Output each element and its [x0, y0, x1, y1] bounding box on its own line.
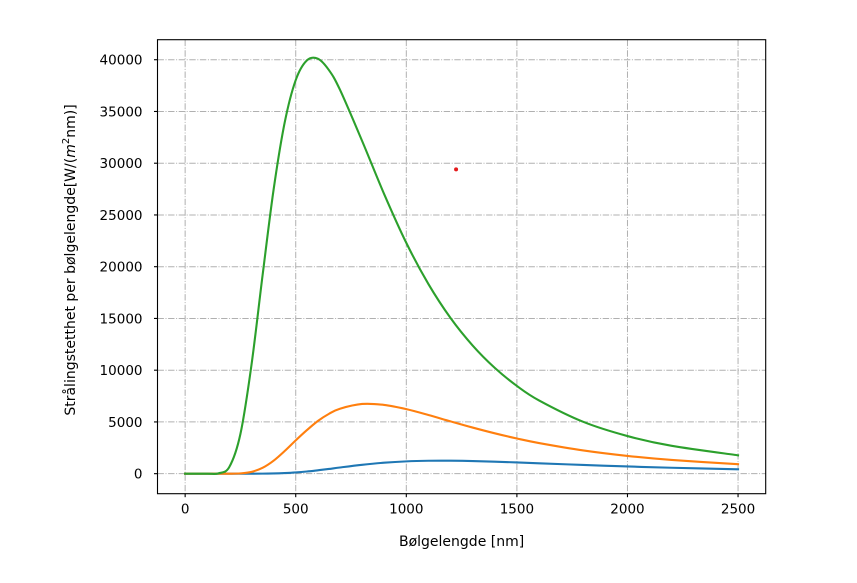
- x-tick-label: 1500: [500, 502, 534, 518]
- y-tick-label: 0: [134, 467, 143, 483]
- y-tick-label: 35000: [100, 104, 143, 120]
- y-axis-label-superscript: 2: [61, 138, 72, 144]
- series-layer: [184, 56, 740, 475]
- plot-area: 0 500 1000 1500 2000 2500 0 5000 10000 15000 2000…: [100, 39, 767, 518]
- x-tick-label: 0: [181, 502, 190, 518]
- x-tick-label: 2000: [610, 502, 644, 518]
- y-tick-label: 30000: [100, 156, 143, 172]
- y-axis-label-m: m: [63, 144, 79, 158]
- y-tick-label: 25000: [100, 208, 143, 224]
- y-axis-label-suffix: nm)]: [63, 104, 79, 137]
- y-tick-label: 40000: [100, 53, 143, 69]
- x-tick-label: 500: [283, 502, 309, 518]
- series-line-t-3500-k: [184, 402, 740, 475]
- y-tick-label: 15000: [100, 311, 143, 327]
- x-tick-label: 1000: [389, 502, 423, 518]
- y-axis-label: Strålingstetthet per bølgelengde[W/(m2nm…: [61, 104, 79, 415]
- y-axis-ticks: 0 5000 10000 15000 20000 25000 30000 35000 40000: [100, 53, 158, 483]
- x-tick-label: 2500: [721, 502, 755, 518]
- x-axis-label: Bølgelengde [nm]: [399, 534, 524, 550]
- red-marker-dot: [454, 167, 459, 172]
- series-line-t-5000-k: [184, 56, 740, 475]
- y-tick-label: 5000: [108, 415, 142, 431]
- y-tick-label: 20000: [100, 260, 143, 276]
- annotation-layer: [454, 167, 459, 172]
- y-tick-label: 10000: [100, 363, 143, 379]
- y-axis-label-prefix: Strålingstetthet per bølgelengde[W/(: [62, 158, 79, 416]
- x-axis-ticks: 0 500 1000 1500 2000 2500: [181, 493, 755, 518]
